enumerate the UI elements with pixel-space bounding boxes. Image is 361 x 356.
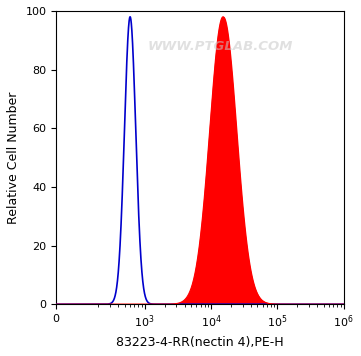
Text: WWW.PTGLAB.COM: WWW.PTGLAB.COM bbox=[147, 40, 293, 53]
X-axis label: 83223-4-RR(nectin 4),PE-H: 83223-4-RR(nectin 4),PE-H bbox=[116, 336, 284, 349]
Y-axis label: Relative Cell Number: Relative Cell Number bbox=[7, 91, 20, 224]
